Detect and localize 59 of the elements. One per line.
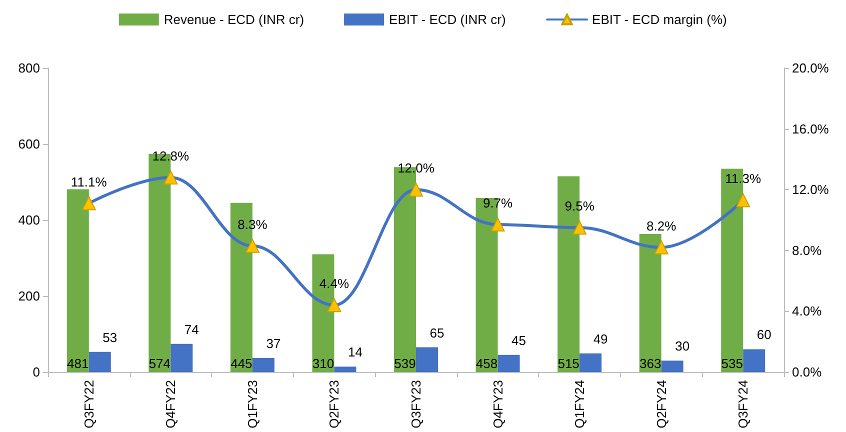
y-tick-label: 600 [18,136,40,152]
data-label: 458 [476,356,498,371]
y2-tick-label: 16.0% [792,121,830,136]
bar [334,366,356,372]
data-label: 53 [102,330,118,345]
data-label: 30 [675,338,690,354]
data-label: 363 [639,356,662,371]
bar [498,354,520,372]
data-label: 310 [312,356,334,371]
data-label: 8.3% [238,216,268,232]
bar [66,189,89,372]
y2-tick-label: 12.0% [792,182,830,198]
x-tick-label: Q1FY23 [244,380,260,428]
y-tick-label: 200 [18,288,40,304]
x-tick-label: Q4FY23 [490,380,506,428]
data-label: 60 [756,327,772,342]
data-label: 4.4% [319,276,350,292]
data-label: 74 [184,322,199,337]
bar [416,347,438,372]
data-label: 445 [230,356,252,371]
data-label: 515 [558,356,580,371]
data-label: 539 [394,356,416,371]
x-tick-label: Q3FY24 [736,380,751,428]
bar [252,358,274,372]
legend-label: EBIT - ECD (INR cr) [389,12,506,27]
data-label: 535 [721,356,743,371]
data-label: 9.5% [564,198,595,214]
data-label: 8.2% [646,218,677,234]
legend-label: EBIT - ECD margin (%) [592,12,727,27]
data-label: 65 [430,325,444,340]
x-tick-label: Q3FY22 [81,380,96,428]
y-tick-label: 800 [18,60,40,76]
y2-tick-label: 4.0% [792,304,822,319]
data-label: 37 [266,336,281,351]
bar [743,349,766,372]
bar [170,344,193,372]
y2-tick-label: 0.0% [792,364,822,380]
data-label: 45 [512,332,526,348]
x-tick-label: Q3FY23 [408,380,424,428]
bar [580,353,602,372]
x-tick-label: Q2FY23 [326,380,342,428]
y-tick-label: 0 [32,364,40,380]
x-tick-label: Q1FY24 [572,380,588,428]
data-label: 12.0% [398,160,435,176]
x-tick-label: Q2FY24 [654,380,669,428]
bar [639,234,662,372]
legend-label: Revenue - ECD (INR cr) [164,12,304,27]
data-label: 481 [67,356,89,371]
data-label: 12.8% [152,148,190,164]
bar [88,352,111,372]
data-label: 574 [148,356,171,371]
y-tick-label: 400 [18,212,40,228]
y2-tick-label: 20.0% [792,60,830,76]
data-label: 49 [593,331,608,346]
data-label: 14 [348,344,362,360]
y2-tick-label: 8.0% [792,242,822,258]
data-label: 11.1% [70,174,108,190]
x-tick-label: Q4FY22 [163,380,178,428]
bar [661,360,684,372]
